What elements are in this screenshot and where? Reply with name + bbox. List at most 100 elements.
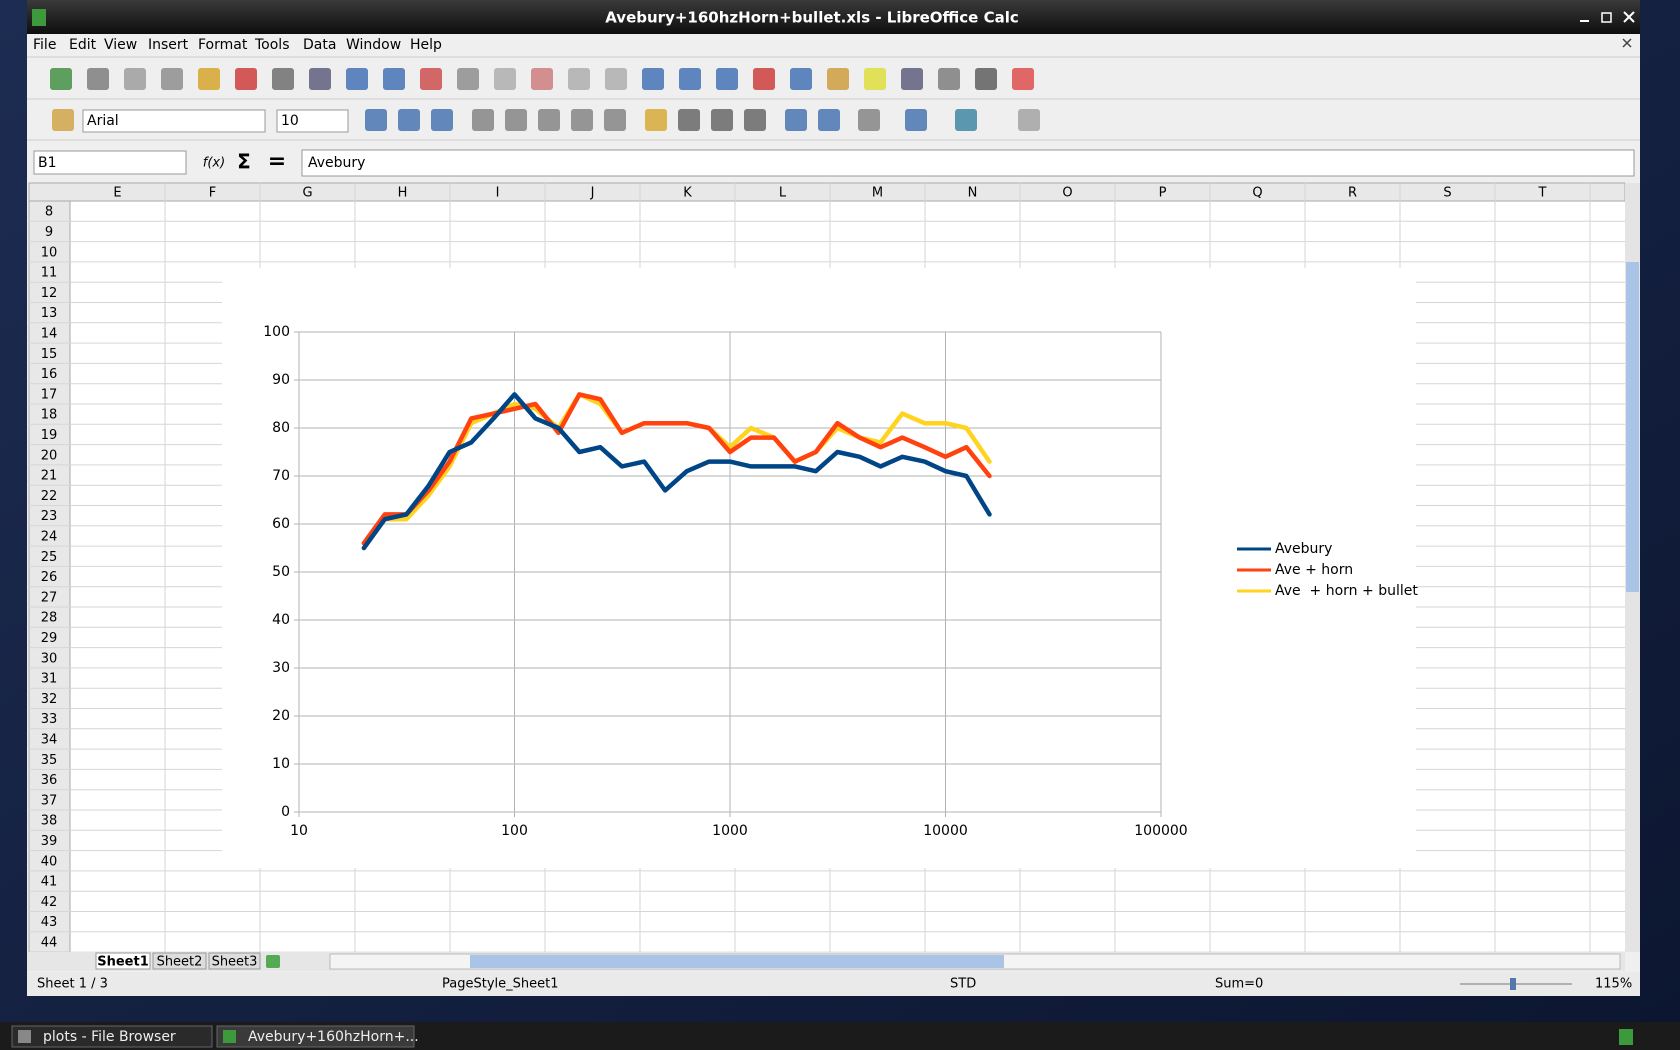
toolbar-button[interactable]	[753, 68, 775, 90]
toolbar-button[interactable]	[272, 68, 294, 90]
toolbar-button[interactable]	[568, 68, 590, 90]
toolbar-button[interactable]	[538, 109, 560, 131]
task-button[interactable]	[216, 1025, 415, 1048]
font-size: 10	[281, 113, 299, 129]
toolbar-button[interactable]	[1018, 109, 1040, 131]
toolbar-button[interactable]	[52, 109, 74, 131]
y-tick-label: 30	[272, 660, 290, 676]
toolbar-button[interactable]	[431, 109, 453, 131]
toolbar-button[interactable]	[678, 109, 700, 131]
task-label[interactable]: Avebury+160hzHorn+...	[248, 1029, 419, 1045]
toolbar-button[interactable]	[571, 109, 593, 131]
menu-item[interactable]: Edit	[69, 37, 97, 53]
font-name-box[interactable]	[82, 109, 266, 133]
font-size-box[interactable]	[276, 109, 349, 133]
menu-item[interactable]: Tools	[254, 37, 290, 53]
column-header: N	[968, 186, 978, 201]
toolbar-button[interactable]	[383, 68, 405, 90]
row-header: 17	[41, 387, 58, 402]
toolbar-button[interactable]	[309, 68, 331, 90]
x-tick-label: 10	[290, 823, 308, 839]
sheet-tab-label[interactable]: Sheet2	[157, 955, 203, 970]
toolbar-button[interactable]	[420, 68, 442, 90]
menu-item[interactable]: Help	[410, 37, 442, 53]
toolbar-button[interactable]	[198, 68, 220, 90]
menu-item[interactable]: View	[104, 37, 137, 53]
menu-item[interactable]: Data	[303, 37, 336, 53]
toolbar-button[interactable]	[398, 109, 420, 131]
toolbar-button[interactable]	[716, 68, 738, 90]
toolbar-button[interactable]	[864, 68, 886, 90]
task-button[interactable]	[11, 1025, 213, 1048]
formula-input[interactable]	[301, 149, 1635, 177]
close-document[interactable]	[1622, 38, 1632, 48]
toolbar-button[interactable]	[975, 68, 997, 90]
status-sum: Sum=0	[1215, 977, 1263, 992]
row-header: 21	[41, 469, 58, 484]
toolbar-button[interactable]	[346, 68, 368, 90]
menu-item[interactable]: File	[33, 37, 56, 53]
sheet-tab-label[interactable]: Sheet1	[97, 955, 149, 970]
toolbar-button[interactable]	[711, 109, 733, 131]
sheet-tab[interactable]	[208, 952, 261, 970]
status-zoom: 115%	[1595, 977, 1632, 992]
close-button[interactable]	[1623, 11, 1635, 23]
window-title: Avebury+160hzHorn+bullet.xls - LibreOffi…	[605, 9, 1019, 27]
zoom-handle[interactable]	[1510, 978, 1516, 990]
toolbar-button[interactable]	[605, 68, 627, 90]
status-sheet: Sheet 1 / 3	[37, 977, 108, 992]
toolbar-button[interactable]	[905, 109, 927, 131]
toolbar-button[interactable]	[161, 68, 183, 90]
toolbar-button[interactable]	[642, 68, 664, 90]
toolbar-button[interactable]	[472, 109, 494, 131]
row-header: 25	[41, 550, 58, 565]
toolbar-button[interactable]	[1012, 68, 1034, 90]
toolbar-button[interactable]	[955, 109, 977, 131]
toolbar-button[interactable]	[531, 68, 553, 90]
row-header: 44	[41, 935, 58, 950]
menu-item[interactable]: Format	[198, 37, 248, 53]
toolbar-button[interactable]	[505, 109, 527, 131]
column-header: F	[209, 186, 216, 201]
menu-item[interactable]: Window	[346, 37, 401, 53]
scroll-thumb[interactable]	[470, 955, 1004, 968]
toolbar-button[interactable]	[858, 109, 880, 131]
sheet-tab-label[interactable]: Sheet3	[212, 955, 258, 970]
row-header: 40	[41, 854, 58, 869]
maximize-button[interactable]	[1601, 12, 1612, 23]
toolbar-button[interactable]	[87, 68, 109, 90]
name-box[interactable]	[33, 150, 187, 175]
task-label[interactable]: plots - File Browser	[43, 1029, 176, 1045]
y-tick-label: 40	[272, 612, 290, 628]
row-header: 31	[41, 672, 58, 687]
toolbar-button[interactable]	[785, 109, 807, 131]
toolbar-button[interactable]	[604, 109, 626, 131]
toolbar-button[interactable]	[818, 109, 840, 131]
row-header: 16	[41, 367, 58, 382]
toolbar-button[interactable]	[827, 68, 849, 90]
toolbar-button[interactable]	[938, 68, 960, 90]
sum-button[interactable]: Σ	[237, 150, 251, 174]
formatting-toolbar	[52, 109, 1040, 131]
toolbar-button[interactable]	[494, 68, 516, 90]
toolbar-button[interactable]	[365, 109, 387, 131]
toolbar-button[interactable]	[645, 109, 667, 131]
toolbar-button[interactable]	[235, 68, 257, 90]
scroll-thumb[interactable]	[1626, 262, 1639, 592]
sheet-tab[interactable]	[95, 952, 151, 970]
toolbar-button[interactable]	[901, 68, 923, 90]
function-wizard[interactable]: f(x)	[203, 156, 225, 171]
menu-item[interactable]: Insert	[148, 37, 189, 53]
toolbar-button[interactable]	[457, 68, 479, 90]
toolbar-button[interactable]	[744, 109, 766, 131]
add-sheet[interactable]	[266, 955, 280, 968]
minimize-button[interactable]	[1580, 20, 1589, 22]
toolbar-button[interactable]	[790, 68, 812, 90]
formula-button[interactable]: =	[268, 149, 286, 174]
toolbar-button[interactable]	[679, 68, 701, 90]
series-line	[361, 392, 992, 551]
toolbar-button[interactable]	[50, 68, 72, 90]
sheet-tab[interactable]	[152, 952, 207, 970]
toolbar-button[interactable]	[124, 68, 146, 90]
y-tick-label: 90	[272, 372, 290, 388]
